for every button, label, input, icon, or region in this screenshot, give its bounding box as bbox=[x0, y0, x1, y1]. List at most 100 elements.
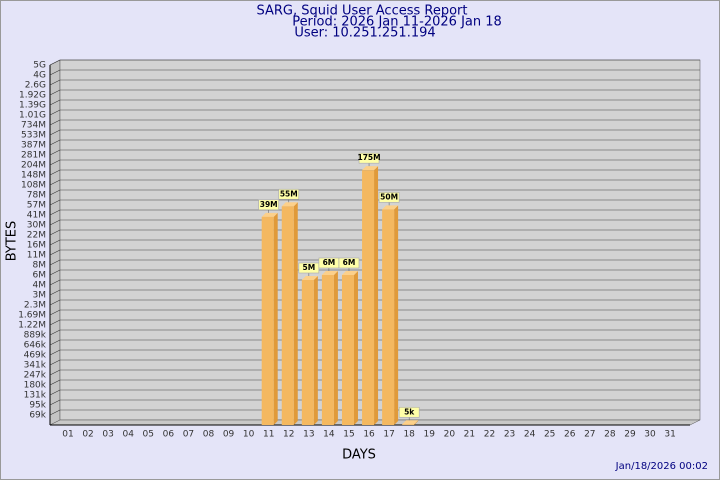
y-tick-label: 41M bbox=[27, 211, 46, 221]
tick-mark bbox=[49, 279, 61, 286]
x-tick-label: 16 bbox=[363, 430, 375, 440]
y-tick-label: 3M bbox=[33, 291, 47, 301]
y-tick-label: 5G bbox=[33, 61, 46, 71]
x-tick-label: 28 bbox=[604, 430, 616, 440]
bar-top bbox=[382, 205, 399, 210]
tick-mark bbox=[49, 189, 61, 196]
tick-mark bbox=[49, 249, 61, 256]
x-tick-label: 21 bbox=[464, 430, 475, 440]
label-box bbox=[398, 406, 420, 418]
bar-side bbox=[273, 212, 278, 425]
y-tick-label: 4G bbox=[33, 71, 46, 81]
y-tick-label: 78M bbox=[27, 191, 46, 201]
bar bbox=[261, 216, 274, 425]
tick-mark bbox=[49, 219, 61, 226]
label-box bbox=[338, 257, 360, 269]
tick-mark bbox=[49, 119, 61, 126]
bar-side bbox=[313, 276, 318, 425]
y-axis-title: BYTES bbox=[5, 221, 20, 262]
tick-mark bbox=[49, 59, 61, 66]
bar-top bbox=[341, 271, 358, 275]
bar-top bbox=[261, 212, 278, 217]
value-label: 175M bbox=[357, 153, 380, 162]
x-tick-label: 03 bbox=[102, 430, 113, 440]
x-tick-label: 23 bbox=[504, 430, 515, 440]
bar-side bbox=[293, 202, 298, 425]
chart-subtitle: Period: 2026 Jan 11-2026 Jan 18 bbox=[292, 15, 502, 30]
y-tick-label: 1.39G bbox=[19, 101, 46, 111]
y-tick-label: 180k bbox=[24, 381, 47, 391]
tick-mark bbox=[49, 379, 61, 386]
y-tick-label: 16M bbox=[27, 241, 46, 251]
y-tick-label: 1.01G bbox=[19, 111, 46, 121]
x-tick-label: 17 bbox=[383, 430, 394, 440]
tick-mark bbox=[49, 229, 61, 236]
tick-mark bbox=[49, 139, 61, 146]
value-label: 39M bbox=[260, 200, 278, 209]
tick-mark bbox=[49, 369, 61, 376]
bar bbox=[362, 170, 375, 425]
x-tick-label: 31 bbox=[664, 430, 675, 440]
x-axis-title: DAYS bbox=[342, 448, 376, 463]
y-tick-label: 734M bbox=[21, 121, 46, 131]
tick-mark bbox=[49, 169, 61, 176]
y-tick-label: 11M bbox=[27, 251, 46, 261]
tick-mark bbox=[49, 389, 61, 396]
x-tick-label: 22 bbox=[484, 430, 495, 440]
x-tick-label: 30 bbox=[644, 430, 656, 440]
tick-mark bbox=[49, 349, 61, 356]
bar-top bbox=[321, 271, 338, 275]
tick-mark bbox=[49, 329, 61, 336]
x-tick-label: 25 bbox=[544, 430, 555, 440]
y-tick-label: 57M bbox=[27, 201, 46, 211]
y-tick-label: 108M bbox=[21, 181, 46, 191]
tick-mark bbox=[49, 199, 61, 206]
value-label: 50M bbox=[380, 192, 398, 201]
y-tick-label: 69k bbox=[29, 411, 46, 421]
bar bbox=[281, 206, 294, 425]
tick-mark bbox=[49, 299, 61, 306]
x-tick-label: 12 bbox=[283, 430, 294, 440]
y-tick-label: 8M bbox=[33, 261, 47, 271]
bar-side bbox=[414, 420, 419, 425]
value-label: 6M bbox=[343, 258, 356, 267]
bar bbox=[402, 424, 415, 425]
y-tick-label: 1.69M bbox=[18, 311, 46, 321]
x-tick-label: 05 bbox=[143, 430, 154, 440]
x-tick-label: 27 bbox=[584, 430, 595, 440]
user-label: User: 10.251.251.194 bbox=[294, 26, 435, 41]
tick-mark bbox=[49, 149, 61, 156]
bar bbox=[341, 275, 354, 425]
y-tick-label: 148M bbox=[21, 171, 46, 181]
tick-mark bbox=[49, 409, 61, 416]
value-label: 6M bbox=[323, 258, 336, 267]
y-tick-label: 1.92G bbox=[19, 91, 46, 101]
x-tick-label: 20 bbox=[444, 430, 456, 440]
bar bbox=[321, 275, 334, 425]
tick-mark bbox=[49, 399, 61, 406]
y-tick-label: 469k bbox=[24, 351, 47, 361]
y-tick-label: 6M bbox=[33, 271, 47, 281]
tick-mark bbox=[49, 259, 61, 266]
value-label: 55M bbox=[280, 189, 298, 198]
x-tick-label: 18 bbox=[403, 430, 415, 440]
value-label: 5k bbox=[404, 407, 415, 416]
x-tick-label: 15 bbox=[343, 430, 354, 440]
y-tick-label: 2.3M bbox=[24, 301, 46, 311]
y-tick-label: 533M bbox=[21, 131, 46, 141]
tick-mark bbox=[49, 89, 61, 96]
x-tick-label: 08 bbox=[203, 430, 215, 440]
bar bbox=[382, 209, 395, 425]
bar-top bbox=[362, 166, 379, 171]
label-box bbox=[258, 199, 280, 211]
tick-mark bbox=[49, 129, 61, 136]
y-tick-label: 2.6G bbox=[25, 81, 46, 91]
x-tick-label: 19 bbox=[424, 430, 436, 440]
y-tick-label: 281M bbox=[21, 151, 46, 161]
tick-mark bbox=[49, 359, 61, 366]
x-tick-label: 07 bbox=[183, 430, 194, 440]
value-label: 5M bbox=[302, 263, 315, 272]
x-tick-label: 24 bbox=[524, 430, 536, 440]
y-tick-label: 247k bbox=[24, 371, 47, 381]
x-tick-label: 04 bbox=[122, 430, 134, 440]
